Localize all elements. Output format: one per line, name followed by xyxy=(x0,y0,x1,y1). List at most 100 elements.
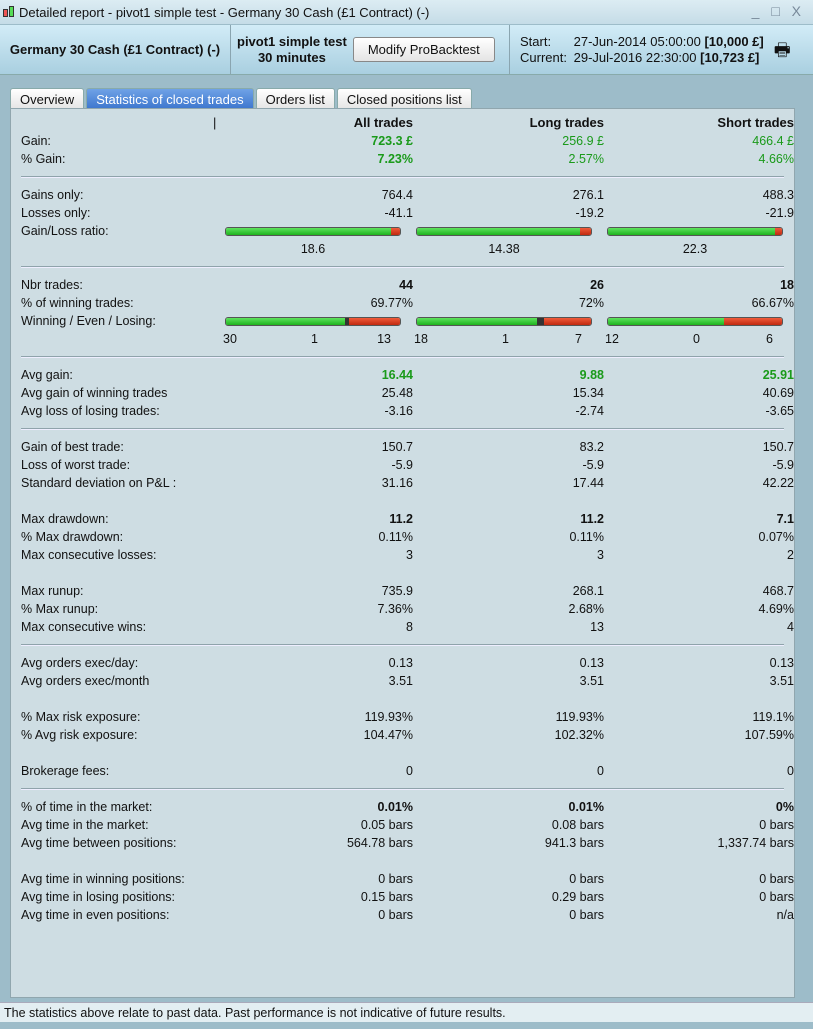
green-segment xyxy=(226,228,392,235)
even-segment xyxy=(344,318,349,325)
stat-row: 30 1 13 18 1 7 12 0 6 xyxy=(21,330,784,348)
stat-row: % Max risk exposure: 119.93% 119.93% 119.1% xyxy=(21,708,794,726)
system-name: pivot1 simple test xyxy=(237,33,347,49)
stat-value: 0 bars xyxy=(759,818,794,832)
stat-value: 0 xyxy=(787,764,794,778)
stat-label: % Gain: xyxy=(21,152,66,166)
tab-orders-list[interactable]: Orders list xyxy=(255,88,335,108)
stat-value: 764.4 xyxy=(381,188,413,202)
print-icon[interactable]: 🖶 xyxy=(773,39,791,60)
ratio-bar xyxy=(416,317,592,326)
statistics-panel: | All trades Long trades Short trades Ga… xyxy=(10,108,795,998)
stat-value: 0 bars xyxy=(378,908,413,922)
stat-value: 7.36% xyxy=(377,602,413,616)
stat-value: 468.7 xyxy=(762,584,794,598)
stat-value: 0.13 xyxy=(769,656,794,670)
section-divider xyxy=(21,788,784,790)
instrument-name: Germany 30 Cash (£1 Contract) (-) xyxy=(0,25,231,74)
disclaimer-footer: The statistics above relate to past data… xyxy=(0,1002,813,1022)
title-bar: Detailed report - pivot1 simple test - G… xyxy=(0,0,813,24)
stat-row: Avg gain: 16.44 9.88 25.91 xyxy=(21,366,794,384)
stat-value: 0.08 bars xyxy=(551,818,604,832)
stat-label: Avg orders exec/day: xyxy=(21,656,139,670)
stat-value: 0.05 bars xyxy=(360,818,413,832)
stat-label: Avg time in even positions: xyxy=(21,908,170,922)
column-header-short: Short trades xyxy=(717,115,794,130)
stat-value: 150.7 xyxy=(381,440,413,454)
stat-label: Max runup: xyxy=(21,584,84,598)
tab-statistics-closed-trades[interactable]: Statistics of closed trades xyxy=(86,88,254,108)
ratio-bar xyxy=(225,227,401,236)
tab-bar: Overview Statistics of closed trades Ord… xyxy=(10,88,472,108)
stat-label: Nbr trades: xyxy=(21,278,83,292)
stat-value: 4.69% xyxy=(758,602,794,616)
stat-value: 15.34 xyxy=(572,386,604,400)
red-segment xyxy=(774,228,782,235)
stat-value: 2.57% xyxy=(568,152,604,166)
stat-value: 7.23% xyxy=(377,152,413,166)
tab-overview[interactable]: Overview xyxy=(10,88,85,108)
stat-value: -5.9 xyxy=(772,458,794,472)
stat-value: 66.67% xyxy=(751,296,794,310)
red-segment xyxy=(544,318,591,325)
stat-value: 9.88 xyxy=(579,368,604,382)
stat-value: 0.29 bars xyxy=(551,890,604,904)
stat-row: Gain of best trade: 150.7 83.2 150.7 xyxy=(21,438,794,456)
modify-probacktest-button[interactable]: Modify ProBacktest xyxy=(352,37,495,62)
stat-value: 7.1 xyxy=(776,512,794,526)
column-headers: | All trades Long trades Short trades xyxy=(213,115,794,130)
ratio-bar xyxy=(607,227,783,236)
stat-row: Standard deviation on P&L : 31.16 17.44 42.… xyxy=(21,474,794,492)
stat-label: Gain/Loss ratio: xyxy=(21,224,109,238)
stat-value: 941.3 bars xyxy=(544,836,604,850)
stat-value: 4 xyxy=(787,620,794,634)
stat-label: Gains only: xyxy=(21,188,84,202)
stat-value: -21.9 xyxy=(765,206,795,220)
stat-value: 119.93% xyxy=(555,710,604,724)
stat-value: 256.9 £ xyxy=(562,134,604,148)
stat-label: Gain: xyxy=(21,134,51,148)
stat-value: -3.65 xyxy=(765,404,795,418)
stat-value: 723.3 £ xyxy=(371,134,413,148)
stat-row: Avg gain of winning trades 25.48 15.34 40.6… xyxy=(21,384,794,402)
stat-value: 3.51 xyxy=(388,674,413,688)
stat-value: 17.44 xyxy=(572,476,604,490)
stat-value: 107.59% xyxy=(744,728,794,742)
timeframe: 30 minutes xyxy=(257,49,326,65)
stat-value: 2 xyxy=(787,548,794,562)
stat-value: 11.2 xyxy=(389,512,413,526)
count-value: 13 xyxy=(377,332,391,346)
stat-row: Avg time in losing positions: 0.15 bars 0.… xyxy=(21,888,794,906)
section-divider xyxy=(21,266,784,268)
current-label: Current: xyxy=(520,49,567,65)
stat-value: 69.77% xyxy=(370,296,413,310)
start-capital: [10,000 £] xyxy=(704,33,764,49)
stat-value: -2.74 xyxy=(575,404,605,418)
section-divider xyxy=(21,356,784,358)
ratio-bar xyxy=(416,227,592,236)
red-segment xyxy=(391,228,400,235)
stat-row: Max consecutive losses: 3 3 2 xyxy=(21,546,794,564)
stat-value: 13 xyxy=(590,620,604,634)
tab-closed-positions-list[interactable]: Closed positions list xyxy=(336,88,472,108)
stat-label: Avg time in losing positions: xyxy=(21,890,176,904)
stat-value: 276.1 xyxy=(572,188,604,202)
column-header-long: Long trades xyxy=(529,115,604,130)
stat-value: 4.66% xyxy=(758,152,794,166)
ratio-bar xyxy=(225,317,401,326)
stat-value: 44 xyxy=(399,278,413,292)
stat-row: Gain: 723.3 £ 256.9 £ 466.4 £ xyxy=(21,132,794,150)
stat-row: % of winning trades: 69.77% 72% 66.67% xyxy=(21,294,794,312)
window-controls[interactable]: _ □ X xyxy=(751,3,805,19)
stat-value: 0.15 bars xyxy=(360,890,413,904)
stat-row: Losses only: -41.1 -19.2 -21.9 xyxy=(21,204,794,222)
count-value: 1 xyxy=(311,332,318,346)
stat-value: 11.2 xyxy=(580,512,604,526)
stat-label: Avg time in the market: xyxy=(21,818,149,832)
stat-value: 0 xyxy=(597,764,604,778)
stat-value: 0.11% xyxy=(378,530,413,544)
stat-value: -19.2 xyxy=(575,206,605,220)
stat-row: Nbr trades: 44 26 18 xyxy=(21,276,794,294)
stat-label: Standard deviation on P&L : xyxy=(21,476,177,490)
stat-value: -5.9 xyxy=(391,458,413,472)
